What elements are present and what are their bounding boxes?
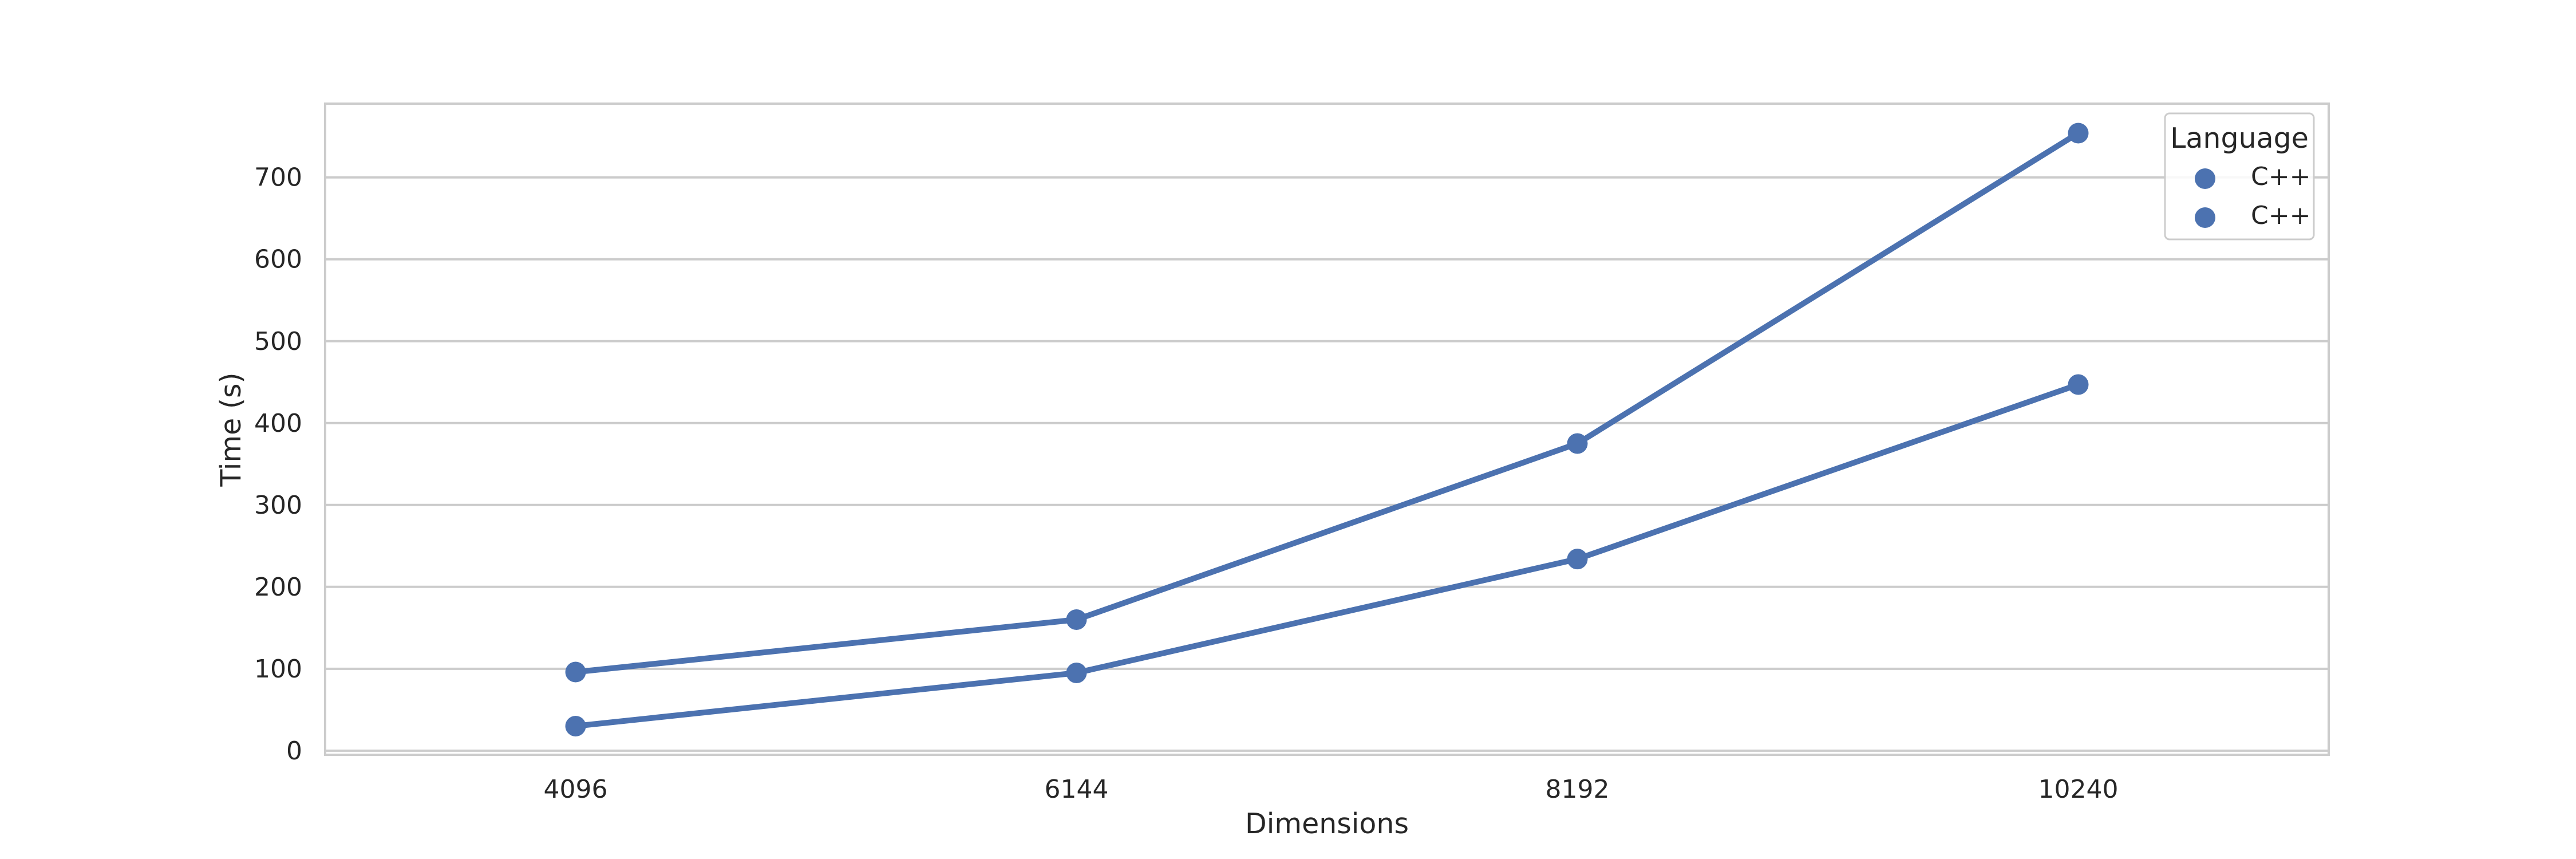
data-point xyxy=(1567,549,1588,570)
series-line xyxy=(572,381,2081,729)
data-point xyxy=(1567,433,1588,454)
plot-area xyxy=(325,104,2329,755)
x-axis-label: Dimensions xyxy=(1245,807,1409,840)
y-tick-label: 300 xyxy=(254,491,302,520)
y-tick-label: 600 xyxy=(254,245,302,274)
series-1 xyxy=(565,123,2089,683)
legend-title: Language xyxy=(2170,122,2309,155)
y-tick-label: 400 xyxy=(254,409,302,438)
x-tick-label: 10240 xyxy=(2038,775,2119,804)
y-tick-labels: 0 100 200 300 400 500 600 700 xyxy=(254,163,302,766)
x-tick-label: 6144 xyxy=(1045,775,1109,804)
y-tick-label: 0 xyxy=(286,736,302,766)
y-tick-label: 500 xyxy=(254,327,302,356)
data-point xyxy=(565,661,586,683)
data-point xyxy=(2068,123,2089,144)
series-2 xyxy=(565,374,2089,736)
series-line xyxy=(572,130,2081,675)
data-point xyxy=(565,715,586,736)
gridlines xyxy=(325,176,2329,752)
y-tick-label: 200 xyxy=(254,573,302,602)
legend-marker-cpp-1 xyxy=(2195,168,2215,189)
data-point xyxy=(2068,374,2089,395)
y-tick-label: 700 xyxy=(254,163,302,192)
legend-marker-cpp-2 xyxy=(2195,207,2215,228)
x-tick-label: 4096 xyxy=(544,775,608,804)
data-point xyxy=(1066,609,1087,631)
series-group xyxy=(565,123,2089,736)
legend-label-cpp-2: C++ xyxy=(2251,201,2310,230)
plot-frame xyxy=(324,103,2330,756)
data-point xyxy=(1066,662,1087,683)
y-tick-label: 100 xyxy=(254,655,302,684)
legend: Language C++ C++ xyxy=(2164,112,2315,241)
y-axis-label: Time (s) xyxy=(215,372,247,487)
x-tick-labels: 4096 6144 8192 10240 xyxy=(544,775,2119,804)
legend-label-cpp-1: C++ xyxy=(2251,162,2310,191)
x-tick-label: 8192 xyxy=(1546,775,1610,804)
